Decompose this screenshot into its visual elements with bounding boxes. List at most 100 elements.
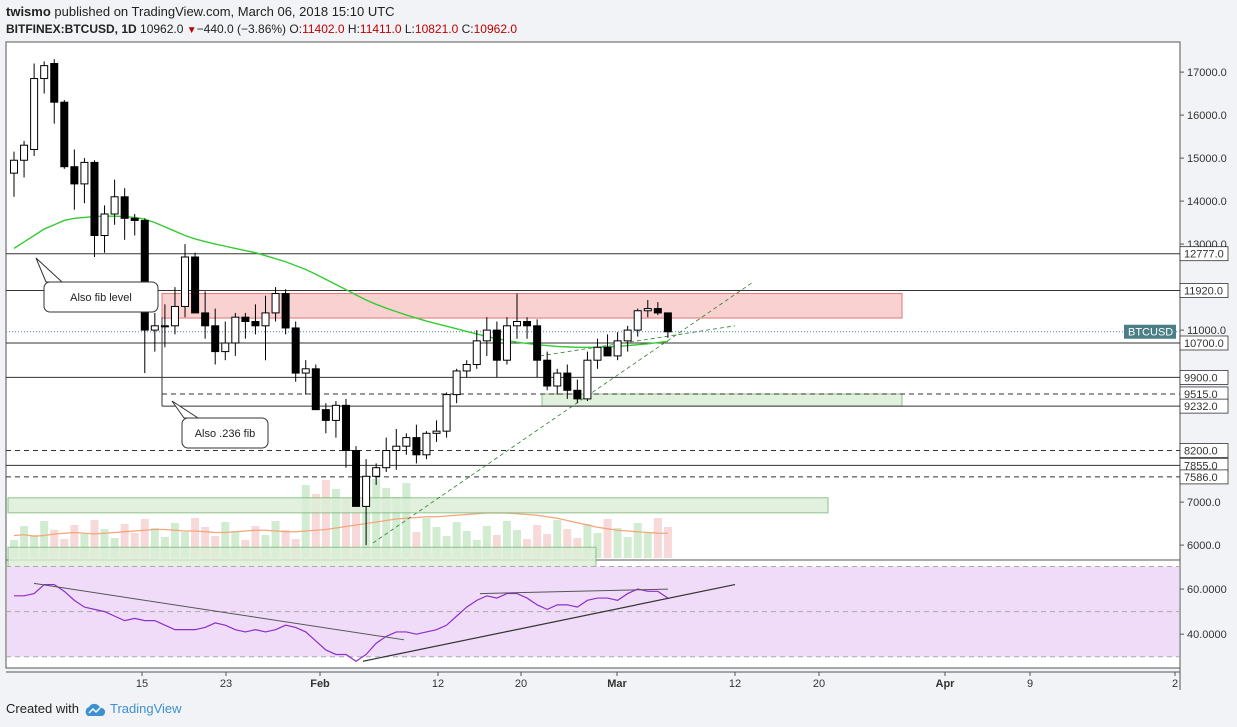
candle-body	[452, 370, 461, 396]
level-tag-label: 11920.0	[1184, 286, 1223, 298]
volume-bar	[593, 533, 602, 558]
y-tick-label: 6000.0	[1187, 540, 1221, 552]
candle-body	[352, 450, 361, 507]
trendline-dashed-2	[539, 325, 736, 357]
volume-bar	[261, 535, 270, 558]
y-tick-label: 17000.0	[1187, 67, 1227, 79]
candle-body	[120, 196, 129, 219]
support-zone	[541, 393, 903, 407]
x-tick-label: 15	[136, 678, 148, 690]
level-tag-label: 12777.0	[1184, 249, 1224, 261]
volume-bar	[20, 526, 29, 558]
author-name[interactable]: twismo	[6, 4, 51, 19]
volume-bar	[603, 519, 612, 558]
low-label: L:	[404, 22, 415, 36]
candle-body	[291, 327, 300, 374]
x-tick-label: 20	[813, 678, 825, 690]
rsi-line	[14, 583, 669, 662]
candle-body	[392, 445, 401, 452]
tradingview-link[interactable]: TradingView	[110, 701, 182, 716]
candle-body	[10, 159, 18, 174]
level-tag-label: 8200.0	[1184, 446, 1218, 458]
candle-body	[513, 321, 521, 327]
candle-body	[311, 368, 320, 411]
candle-body	[140, 219, 149, 331]
candle-body	[100, 213, 109, 236]
volume-bar	[281, 530, 290, 558]
candle-body	[170, 305, 179, 327]
volume-bar	[392, 497, 401, 558]
level-tag-label: 9232.0	[1184, 401, 1218, 413]
candle-body	[462, 364, 471, 372]
volume-bar	[50, 530, 59, 558]
level-tag-box	[1179, 246, 1229, 262]
volume-bar	[271, 521, 280, 558]
candle-body	[533, 325, 542, 361]
volume-bar	[653, 518, 662, 558]
candle-body	[432, 430, 441, 434]
support-zone-bottom	[7, 546, 597, 570]
volume-bar	[623, 537, 632, 558]
x-tick-label: 9	[1027, 678, 1033, 690]
volume-bar	[70, 525, 79, 558]
level-tag-box	[1179, 443, 1229, 458]
volume-bar	[543, 534, 552, 558]
level-tag-box	[1179, 283, 1229, 298]
open-label: O:	[289, 22, 303, 36]
volume-bar	[150, 528, 159, 558]
volume-bar	[40, 521, 49, 558]
volume-bar	[382, 488, 391, 558]
volume-bar	[583, 524, 592, 558]
x-tick-label: Feb	[310, 678, 330, 690]
candle-body	[90, 161, 99, 236]
rsi-tick-label: 60.0000	[1187, 584, 1227, 596]
volume-bar	[402, 483, 411, 558]
high-label: H:	[347, 22, 360, 36]
ohlc-line: BITFINEX:BTCUSD, 1D 10962.0 ▼−440.0 (−3.…	[6, 22, 517, 36]
candle-body	[573, 389, 582, 400]
volume-bar	[90, 520, 99, 558]
candle-body	[543, 359, 552, 387]
candle-body	[321, 409, 330, 421]
candle-body	[643, 308, 652, 312]
candle-body	[191, 256, 200, 314]
candle-body	[181, 256, 190, 307]
volume-bar	[331, 489, 340, 558]
candle-body	[150, 325, 159, 331]
candle-body	[402, 437, 411, 447]
level-tag-label: 7855.0	[1184, 460, 1218, 472]
candle-body	[20, 144, 29, 161]
candle-body	[372, 467, 381, 477]
open-value: 11402.0	[302, 22, 345, 36]
level-tag-label: 7586.0	[1184, 472, 1218, 484]
y-tick-label: 15000.0	[1187, 153, 1227, 165]
volume-bar	[311, 494, 320, 558]
candle-body	[553, 372, 562, 387]
volume-bar	[663, 527, 672, 558]
x-tick-label: Apr	[936, 678, 956, 690]
candle-body	[633, 310, 642, 331]
volume-bar	[563, 529, 572, 558]
x-tick-label: 23	[220, 678, 232, 690]
volume-bar	[301, 485, 310, 558]
volume-bar	[341, 498, 350, 558]
volume-bar	[120, 524, 129, 558]
price-change: −440.0 (−3.86%)	[196, 22, 287, 36]
x-tick-label: 2	[1172, 678, 1178, 690]
candle-body	[50, 63, 59, 103]
rsi-support-line	[362, 583, 736, 662]
x-tick-label: 12	[729, 678, 741, 690]
x-tick-label: 20	[515, 678, 527, 690]
volume-bar	[352, 484, 361, 558]
candle-body	[331, 404, 340, 421]
volume-bar	[502, 521, 511, 558]
candle-body	[492, 329, 501, 361]
x-tick-label: Mar	[607, 678, 627, 690]
symbol-label: BITFINEX:BTCUSD, 1D	[6, 22, 137, 36]
candle-body	[160, 325, 169, 328]
candle-body	[70, 166, 79, 185]
high-value: 11411.0	[359, 22, 402, 36]
volume-bar	[140, 519, 149, 558]
